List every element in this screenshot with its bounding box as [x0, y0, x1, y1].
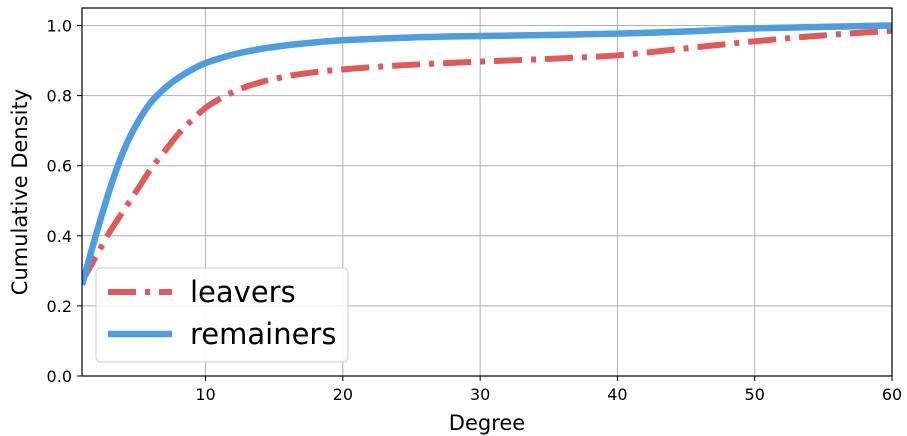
y-axis-label: Cumulative Density [8, 89, 32, 295]
legend: leavers remainers [95, 267, 349, 363]
x-tick-label: 30 [470, 385, 490, 404]
x-tick-label: 50 [745, 385, 765, 404]
y-tick-label: 0.0 [47, 367, 72, 386]
x-tick-label: 40 [607, 385, 627, 404]
x-tick-label: 60 [882, 385, 902, 404]
ticks: 10 20 30 40 50 60 0.0 0.2 0.4 0.6 0.8 1.0 [47, 17, 903, 404]
y-tick-label: 0.2 [47, 297, 72, 316]
y-tick-label: 0.6 [47, 157, 72, 176]
series-line-remainers [82, 22, 892, 286]
series-layer [82, 22, 892, 286]
x-tick-label: 20 [333, 385, 353, 404]
y-tick-label: 1.0 [47, 17, 72, 36]
x-axis-label: Degree [449, 411, 525, 435]
y-tick-label: 0.8 [47, 87, 72, 106]
series-line-leavers [82, 27, 892, 283]
legend-label-leavers: leavers [190, 275, 296, 309]
y-tick-label: 0.4 [47, 227, 72, 246]
axes-frame [81, 7, 893, 377]
legend-label-remainers: remainers [190, 317, 336, 351]
x-tick-label: 10 [195, 385, 215, 404]
